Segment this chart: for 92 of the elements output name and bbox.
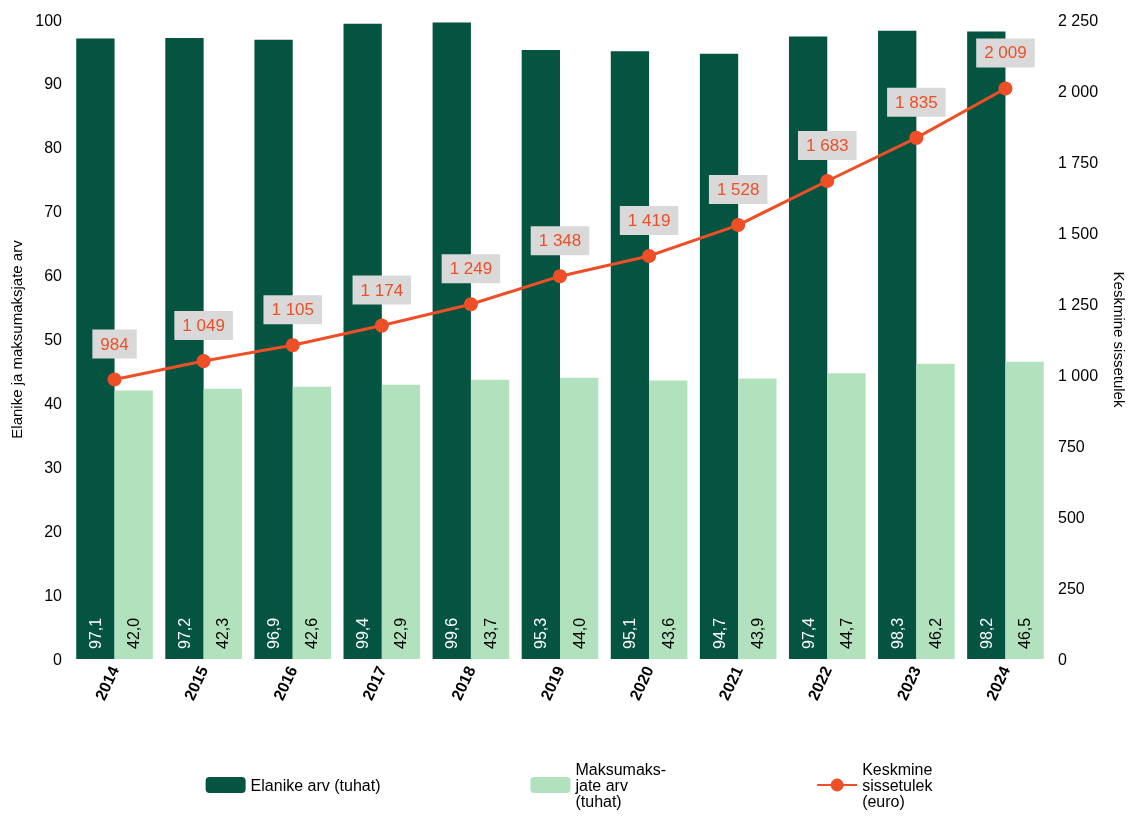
y2-tick-label: 0 (1058, 650, 1067, 668)
y-tick-label: 40 (44, 394, 63, 412)
x-tick-label: 2021 (715, 663, 746, 703)
y2-axis-title: Keskmine sissetulek (1111, 271, 1128, 408)
y2-tick-label: 2 000 (1058, 82, 1099, 100)
y-tick-label: 20 (44, 522, 63, 540)
data-label: 1 835 (895, 92, 938, 112)
point (196, 354, 211, 369)
legend-label: Elanike arv (tuhat) (250, 776, 381, 794)
data-label: 97,2 (175, 617, 193, 649)
data-label: 44,7 (837, 617, 855, 649)
y-axis-title: Elanike ja maksumaksjate arv (8, 239, 26, 439)
y2-tick-label: 1 000 (1058, 366, 1099, 384)
y-tick-label: 10 (44, 586, 63, 604)
data-label: 96,9 (265, 617, 283, 649)
x-tick-label: 2018 (448, 663, 479, 703)
bar (916, 363, 955, 659)
bar (203, 388, 242, 659)
data-label: 98,2 (977, 617, 995, 649)
data-label: 43,9 (748, 617, 766, 649)
y-tick-label: 70 (44, 203, 63, 221)
data-label: 97,4 (799, 617, 817, 649)
data-label: 44,0 (570, 617, 588, 649)
data-label: 1 049 (182, 316, 225, 336)
y-tick-label: 50 (44, 331, 63, 348)
data-label: 1 174 (360, 280, 404, 300)
data-label: 1 419 (627, 211, 671, 230)
data-label: 2 009 (984, 43, 1027, 63)
y-tick-label: 90 (44, 75, 63, 93)
point (731, 218, 746, 233)
bar (649, 380, 688, 659)
data-label: 43,6 (659, 617, 677, 649)
x-tick-label: 2015 (180, 663, 212, 703)
point (463, 297, 478, 312)
point (642, 249, 657, 263)
data-label: 984 (100, 334, 129, 354)
x-tick-label: 2023 (893, 663, 925, 703)
y-tick-label: 60 (44, 267, 63, 285)
y2-tick-label: 1 250 (1058, 295, 1099, 313)
data-label: 42,9 (392, 617, 410, 649)
x-tick-label: 2020 (626, 663, 657, 703)
y2-tick-label: 1 750 (1058, 153, 1099, 171)
legend-label: Keskmine sissetulek (euro) (862, 760, 934, 810)
x-tick-label: 2019 (537, 663, 568, 703)
bar (470, 379, 510, 659)
bar (1005, 361, 1044, 659)
point (107, 372, 122, 387)
y-tick-label: 80 (44, 139, 63, 157)
point (909, 130, 924, 145)
data-label: 94,7 (710, 617, 728, 649)
data-label: 1 528 (716, 180, 760, 200)
data-label: 99,4 (354, 617, 372, 649)
point (820, 174, 835, 189)
bar (381, 384, 421, 659)
y-tick-label: 100 (35, 11, 63, 29)
data-label: 42,3 (214, 617, 232, 649)
data-label: 43,7 (481, 617, 499, 649)
data-label: 98,3 (888, 617, 906, 649)
bar (827, 373, 866, 659)
data-label: 1 105 (271, 300, 314, 320)
data-label: 1 683 (806, 136, 849, 156)
data-label: 46,5 (1016, 617, 1034, 649)
data-label: 1 249 (449, 259, 493, 279)
x-tick-label: 2016 (269, 663, 301, 703)
bar (114, 390, 153, 659)
data-label: 95,3 (532, 617, 550, 649)
y2-tick-label: 500 (1058, 508, 1085, 526)
data-label: 95,1 (621, 617, 639, 649)
point (285, 338, 300, 353)
bar (292, 386, 332, 659)
y-tick-label: 0 (53, 650, 63, 668)
y2-tick-label: 2 250 (1058, 11, 1099, 29)
y2-tick-label: 750 (1058, 437, 1085, 455)
data-label: 42,0 (125, 617, 143, 649)
point (998, 81, 1013, 96)
bar (560, 377, 599, 659)
x-tick-label: 2024 (982, 663, 1014, 703)
y2-tick-label: 1 500 (1058, 224, 1099, 242)
point (374, 318, 389, 333)
point (553, 269, 567, 284)
data-label: 99,6 (443, 617, 461, 649)
legend-label: Maksumaks- jate arv (tuhat) (574, 760, 667, 810)
data-label: 46,2 (927, 617, 945, 649)
bar (738, 378, 777, 659)
y-tick-label: 30 (44, 458, 63, 476)
x-tick-label: 2014 (91, 663, 123, 703)
y2-tick-label: 250 (1058, 579, 1085, 597)
x-tick-label: 2017 (359, 663, 390, 703)
data-label: 97,1 (86, 617, 104, 649)
data-label: 42,6 (303, 617, 321, 649)
data-label: 1 348 (538, 231, 582, 251)
x-tick-label: 2022 (804, 663, 836, 703)
